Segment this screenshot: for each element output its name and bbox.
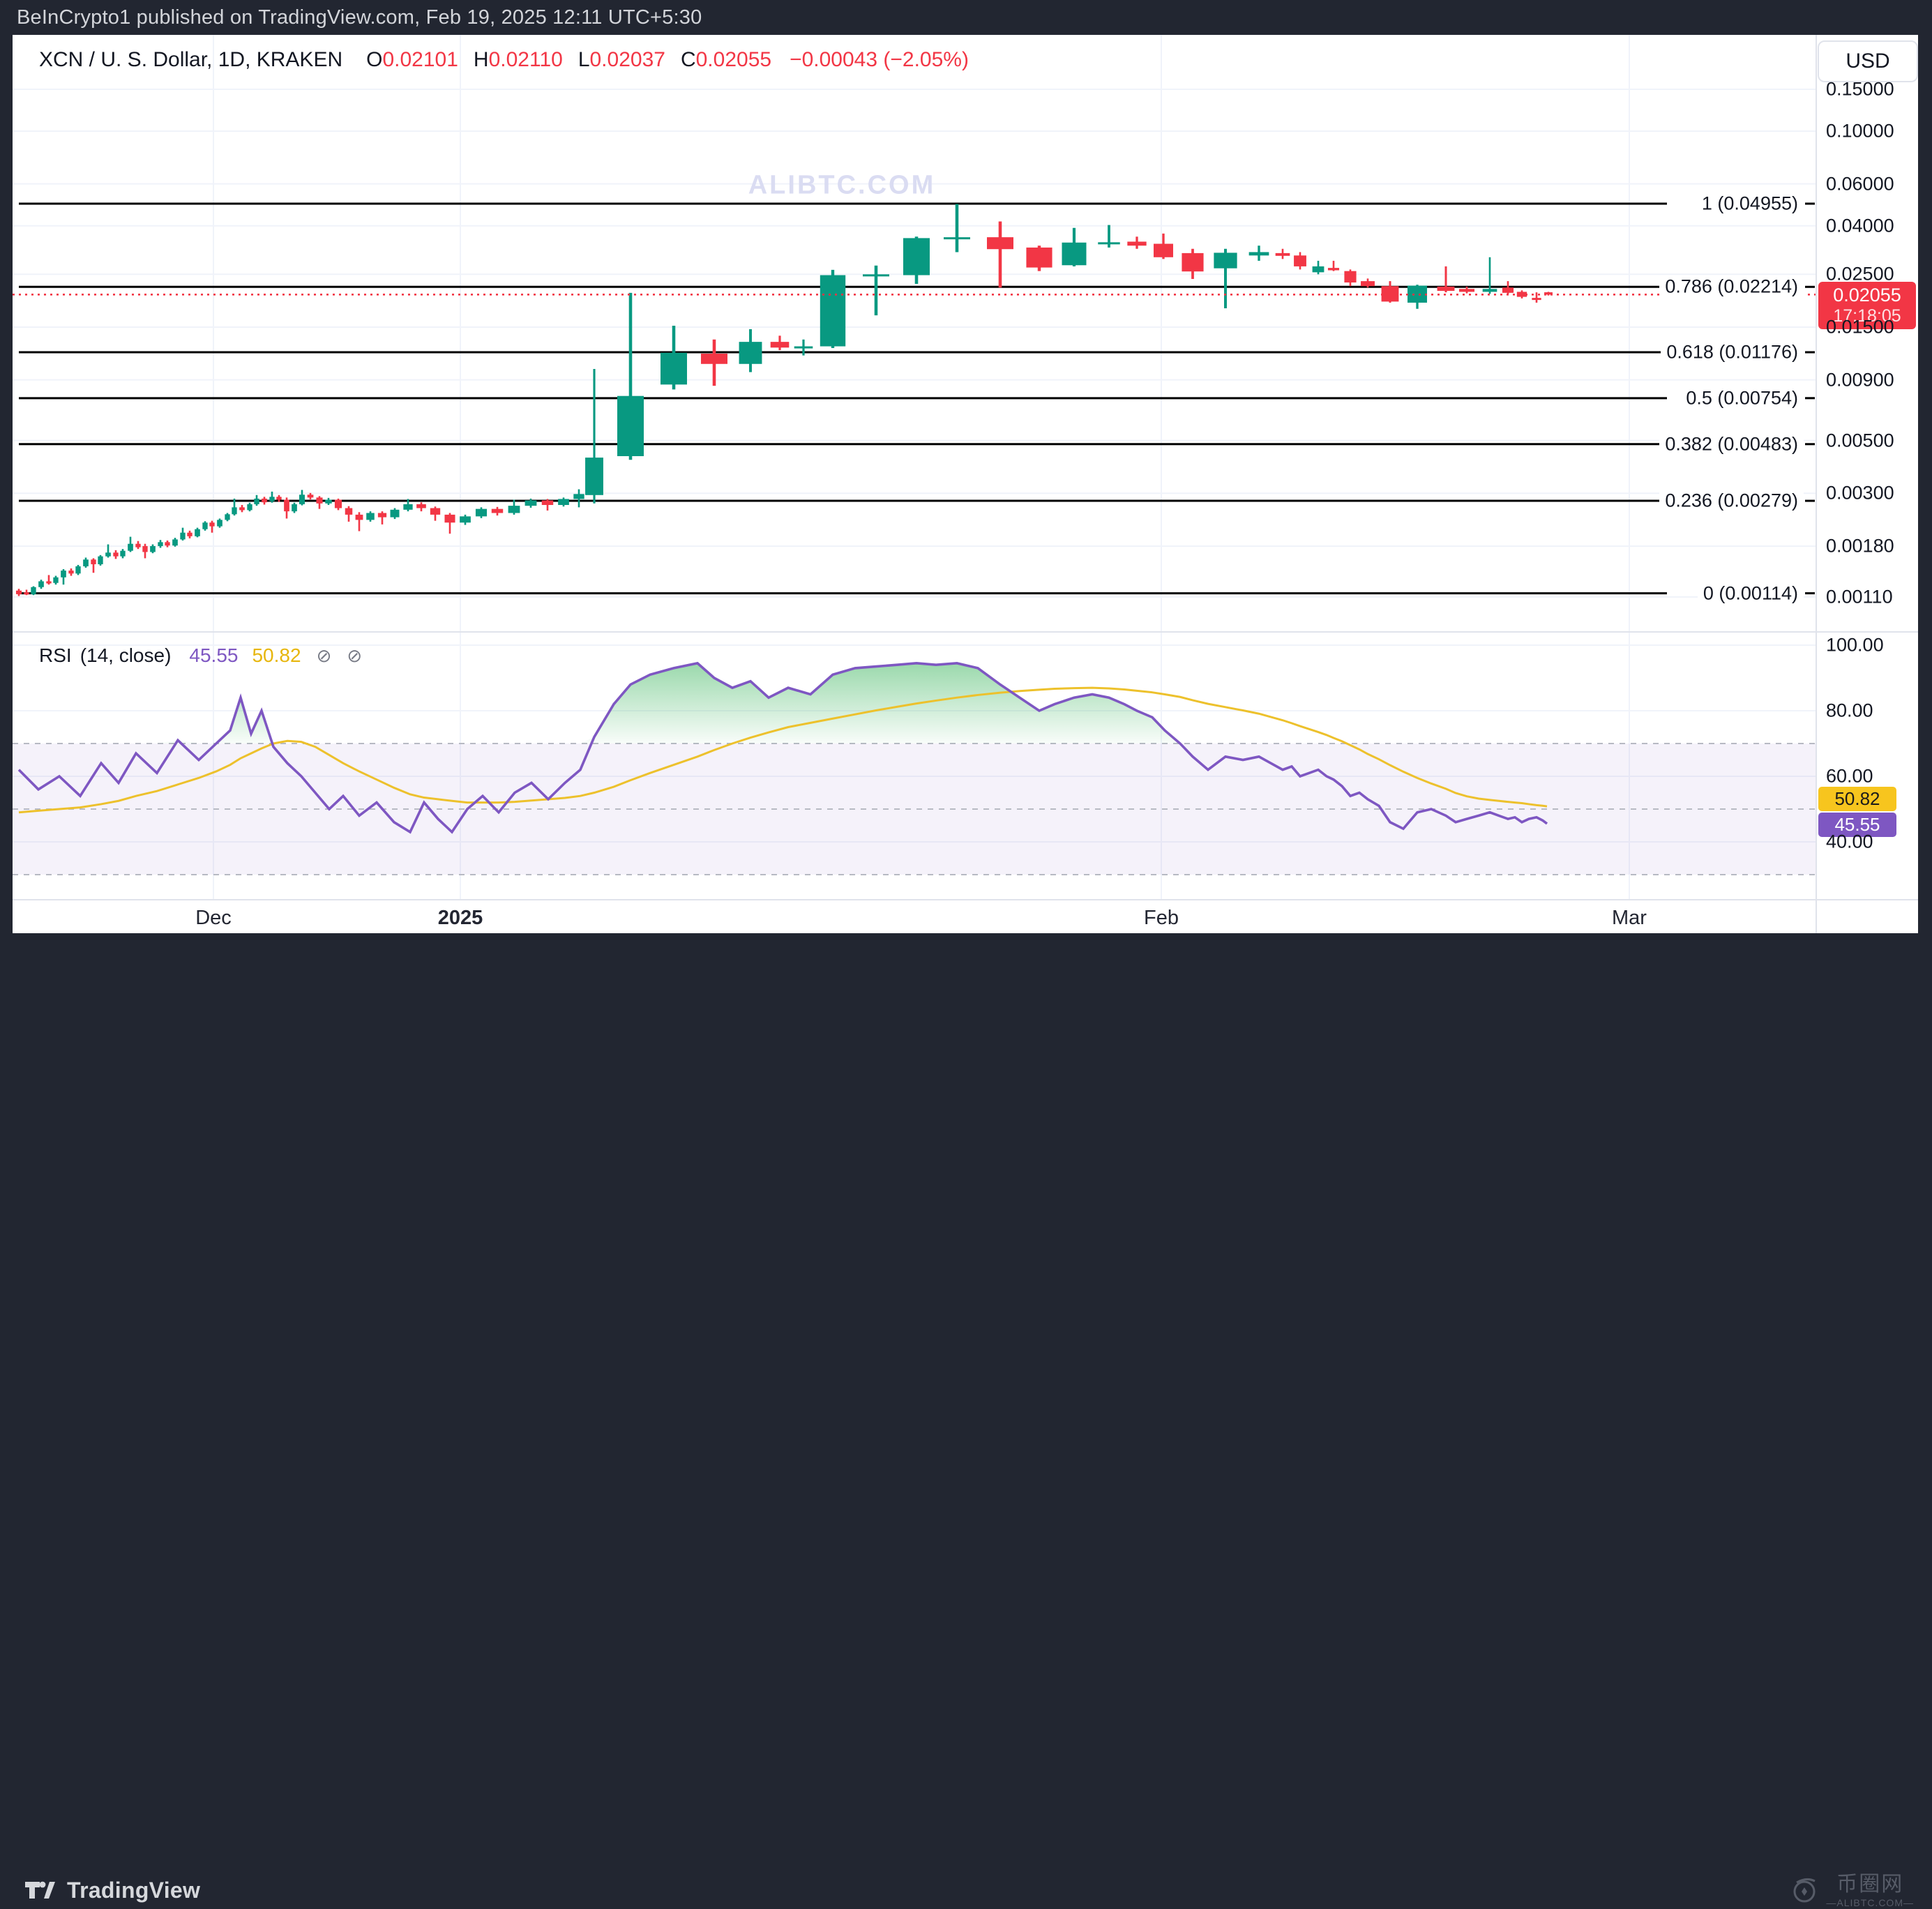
- price-axis-label: 0.10000: [1826, 120, 1894, 142]
- chart-canvas[interactable]: [0, 0, 1932, 986]
- change-value: −0.00043 (−2.05%): [790, 48, 969, 71]
- rsi-axis-label: 60.00: [1826, 765, 1873, 787]
- rsi-band: [13, 743, 1816, 875]
- time-axis-label: Mar: [1612, 907, 1647, 929]
- currency-button[interactable]: USD: [1818, 40, 1918, 82]
- panel-bg: [13, 35, 1918, 933]
- grid: [13, 35, 1816, 900]
- rsi-ma-badge: 50.82: [1818, 787, 1896, 812]
- tradingview-brand-text: TradingView: [67, 1877, 201, 1903]
- tradingview-brand[interactable]: TradingView: [24, 1876, 200, 1904]
- rsi-badge: 45.55: [1818, 813, 1896, 838]
- rsi-ma-line[interactable]: [18, 686, 1548, 814]
- price-axis-label: 0.02500: [1826, 263, 1894, 285]
- open-value: 0.02101: [382, 48, 458, 71]
- fib-level-label: 0.786 (0.02214): [1659, 275, 1804, 299]
- price-axis-label: 0.00500: [1826, 430, 1894, 451]
- low-value: 0.02037: [589, 48, 665, 71]
- attribution-text: BeInCrypto1 published on TradingView.com…: [17, 6, 702, 29]
- chart-watermark: ALIBTC.COM: [748, 170, 936, 200]
- fib-level-label: 0.618 (0.01176): [1661, 340, 1804, 364]
- price-axis-label: 0.01500: [1826, 316, 1894, 338]
- rsi-axis-label: 100.00: [1826, 634, 1884, 656]
- price-axis-label: 0.00300: [1826, 482, 1894, 504]
- high-label: H: [473, 48, 489, 71]
- corner-watermark-icon: [1793, 1878, 1816, 1903]
- price-axis-label: 0.00180: [1826, 535, 1894, 557]
- time-axis-label: Dec: [195, 907, 232, 929]
- last-price-badge: 0.02055 17:18:05: [1818, 282, 1916, 330]
- rsi-overbought-fill: [19, 663, 1547, 744]
- close-value: 0.02055: [695, 48, 772, 71]
- tradingview-logo-icon: [25, 1881, 55, 1899]
- bottom-bar: TradingView 币圈网 —ALIBTC.COM—: [0, 933, 1932, 1908]
- fib-level-label: 1 (0.04955): [1696, 192, 1804, 216]
- rsi-axis-label: 80.00: [1826, 700, 1873, 721]
- corner-watermark-sub: —ALIBTC.COM—: [1826, 1897, 1914, 1908]
- high-value: 0.02110: [488, 48, 563, 71]
- bar-countdown: 17:18:05: [1833, 306, 1901, 326]
- price-axis-label: 0.00110: [1826, 586, 1893, 608]
- rsi-axis-label: 40.00: [1826, 831, 1873, 852]
- rsi-value: 45.55: [189, 644, 239, 666]
- price-axis-label: 0.04000: [1826, 215, 1894, 236]
- rsi-params: (14, close): [80, 644, 172, 666]
- hide-icon[interactable]: ⊘: [347, 644, 363, 666]
- price-axis-label: 0.06000: [1826, 173, 1894, 195]
- price-axis-label: 0.15000: [1826, 78, 1894, 100]
- rsi-title[interactable]: RSI: [39, 644, 72, 666]
- symbol-title[interactable]: XCN / U. S. Dollar, 1D, KRAKEN: [39, 48, 343, 71]
- time-axis-label: 2025: [437, 907, 483, 929]
- top-attribution-bar: BeInCrypto1 published on TradingView.com…: [0, 0, 1932, 35]
- price-axis-label: 0.00900: [1826, 369, 1894, 391]
- open-label: O: [366, 48, 383, 71]
- fib-level-label: 0.236 (0.00279): [1659, 489, 1804, 513]
- fib-level-label: 0 (0.00114): [1697, 582, 1804, 605]
- hide-icon[interactable]: ⊘: [316, 644, 332, 666]
- candlestick-series[interactable]: [15, 204, 1553, 596]
- close-label: C: [680, 48, 696, 71]
- last-price-value: 0.02055: [1833, 285, 1901, 306]
- corner-watermark-cn: 币圈网: [1836, 1873, 1904, 1896]
- fib-level-label: 0.382 (0.00483): [1659, 432, 1804, 456]
- rsi-ma-value: 50.82: [252, 644, 301, 666]
- fib-level-label: 0.5 (0.00754): [1680, 386, 1804, 410]
- corner-watermark: 币圈网 —ALIBTC.COM—: [1790, 1872, 1914, 1909]
- low-label: L: [578, 48, 590, 71]
- symbol-header: XCN / U. S. Dollar, 1D, KRAKEN O 0.02101…: [39, 46, 969, 74]
- rsi-legend: RSI (14, close) 45.55 50.82 ⊘ ⊘: [39, 642, 362, 670]
- rsi-line[interactable]: [17, 661, 1548, 834]
- time-axis-label: Feb: [1144, 907, 1179, 929]
